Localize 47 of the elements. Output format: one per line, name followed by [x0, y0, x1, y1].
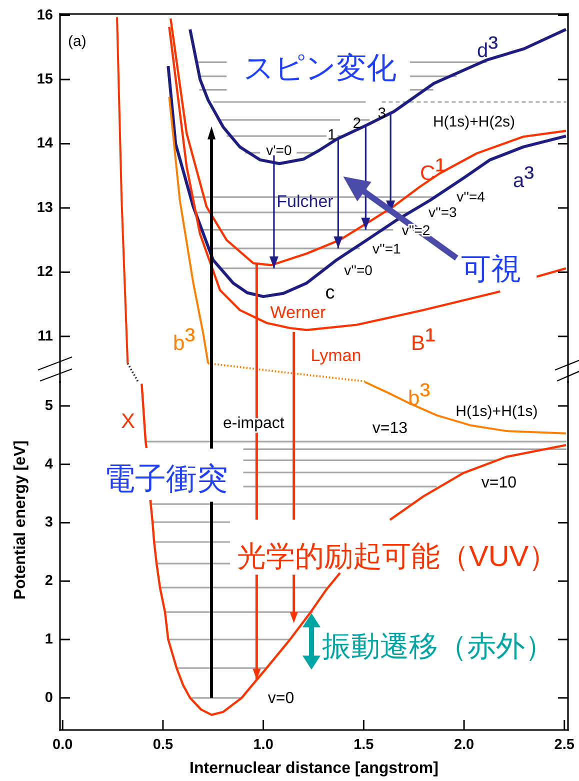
annotation: v''=1	[372, 240, 402, 256]
series-label: d³	[477, 31, 498, 64]
annotation: 1	[328, 126, 336, 144]
x-tick-label: 2.0	[454, 737, 474, 753]
y-tick-label: 3	[44, 514, 53, 531]
annotation: 2	[352, 114, 362, 132]
annotation: 光学的励起可能（VUV）	[236, 540, 558, 573]
y-tick-label: 0	[44, 690, 53, 706]
x-tick-label: 1.5	[354, 737, 374, 753]
annotation: v'=0	[266, 142, 292, 158]
annotation: (a)	[68, 33, 86, 50]
annotation: H(1s)+H(2s)	[432, 114, 516, 130]
y-tick-label: 13	[36, 200, 53, 216]
y-tick-label: 4	[44, 456, 53, 472]
series-label: X	[121, 410, 136, 433]
annotation: c	[325, 282, 335, 304]
y-tick-label: 1	[44, 631, 53, 648]
annotation: Fulcher	[276, 192, 334, 211]
x-tick-label: 0.0	[52, 737, 73, 753]
y-tick-label: 11	[38, 328, 53, 344]
annotation: v=0	[268, 690, 294, 707]
x-tick-label: 2.5	[554, 737, 574, 753]
series-label: B¹	[411, 321, 436, 357]
annotation: H(1s)+H(1s)	[456, 403, 538, 420]
annotation: v=13	[372, 420, 408, 437]
annotation: 振動遷移（赤外）	[322, 631, 554, 663]
annotation: v=10	[481, 474, 517, 492]
y-tick-label: 14	[36, 136, 53, 152]
annotation: 電子衝突	[104, 460, 228, 496]
series-label: a³	[513, 161, 534, 194]
annotation: v''=3	[428, 204, 458, 220]
series-label: b³	[173, 321, 196, 357]
annotation: スピン変化	[244, 52, 396, 85]
y-tick-label: 5	[44, 398, 53, 414]
annotation: Lyman	[310, 346, 362, 365]
annotation: Werner	[270, 303, 326, 322]
y-tick-label: 2	[44, 573, 53, 590]
x-axis-title: Internuclear distance [angstrom]	[190, 760, 438, 777]
y-tick-label: 16	[36, 7, 53, 24]
x-tick-label: 1.0	[253, 737, 274, 753]
x-tick-label: 0.5	[152, 737, 174, 753]
annotation: 可視	[461, 253, 521, 286]
y-tick-label: 15	[36, 72, 53, 88]
y-tick-label: 12	[36, 264, 53, 280]
annotation: v''=4	[456, 188, 486, 205]
y-axis-title: Potential energy [eV]	[12, 440, 29, 600]
annotation: v''=0	[344, 262, 373, 278]
